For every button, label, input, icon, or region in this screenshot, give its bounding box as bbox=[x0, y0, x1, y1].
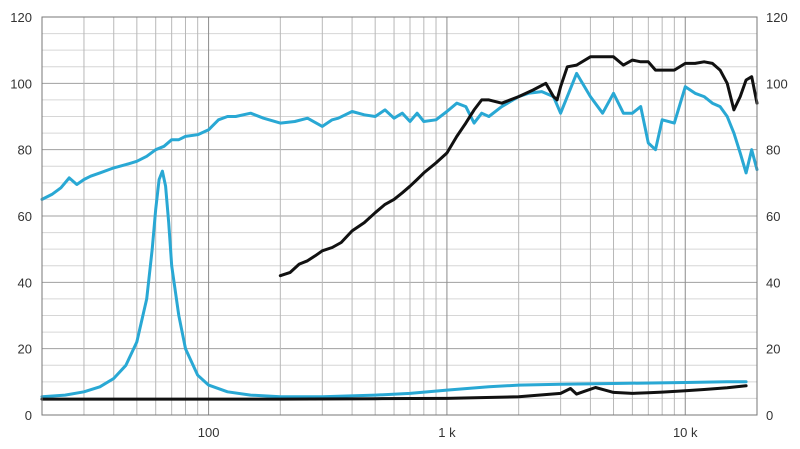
y-tick-label-left: 80 bbox=[18, 143, 32, 158]
y-tick-label-right: 120 bbox=[766, 10, 788, 25]
y-tick-label-right: 80 bbox=[766, 143, 780, 158]
y-tick-label-left: 60 bbox=[18, 209, 32, 224]
y-tick-label-right: 100 bbox=[766, 76, 788, 91]
y-tick-label-left: 40 bbox=[18, 275, 32, 290]
x-tick-label: 100 bbox=[198, 425, 220, 440]
series-line-2 bbox=[278, 55, 759, 278]
y-tick-label-right: 60 bbox=[766, 209, 780, 224]
series-line-4 bbox=[40, 384, 748, 401]
x-tick-label: 1 k bbox=[438, 425, 456, 440]
series-line-3 bbox=[40, 169, 748, 399]
plot-frame bbox=[41, 16, 758, 416]
x-tick-label: 10 k bbox=[673, 425, 698, 440]
y-tick-label-right: 0 bbox=[766, 408, 773, 423]
x-axis: 100 1 k 10 k bbox=[198, 425, 698, 440]
y-tick-label-right: 40 bbox=[766, 275, 780, 290]
y-tick-label-left: 0 bbox=[25, 408, 32, 423]
y-axis-right: 0 20 40 60 80 100 120 bbox=[766, 10, 788, 423]
y-tick-label-left: 100 bbox=[10, 76, 32, 91]
series-group bbox=[40, 55, 759, 401]
grid bbox=[41, 16, 758, 416]
y-tick-label-left: 20 bbox=[18, 342, 32, 357]
y-axis-left: 0 20 40 60 80 100 120 bbox=[10, 10, 32, 423]
y-tick-label-left: 120 bbox=[10, 10, 32, 25]
series-line-1 bbox=[40, 71, 759, 201]
y-tick-label-right: 20 bbox=[766, 342, 780, 357]
